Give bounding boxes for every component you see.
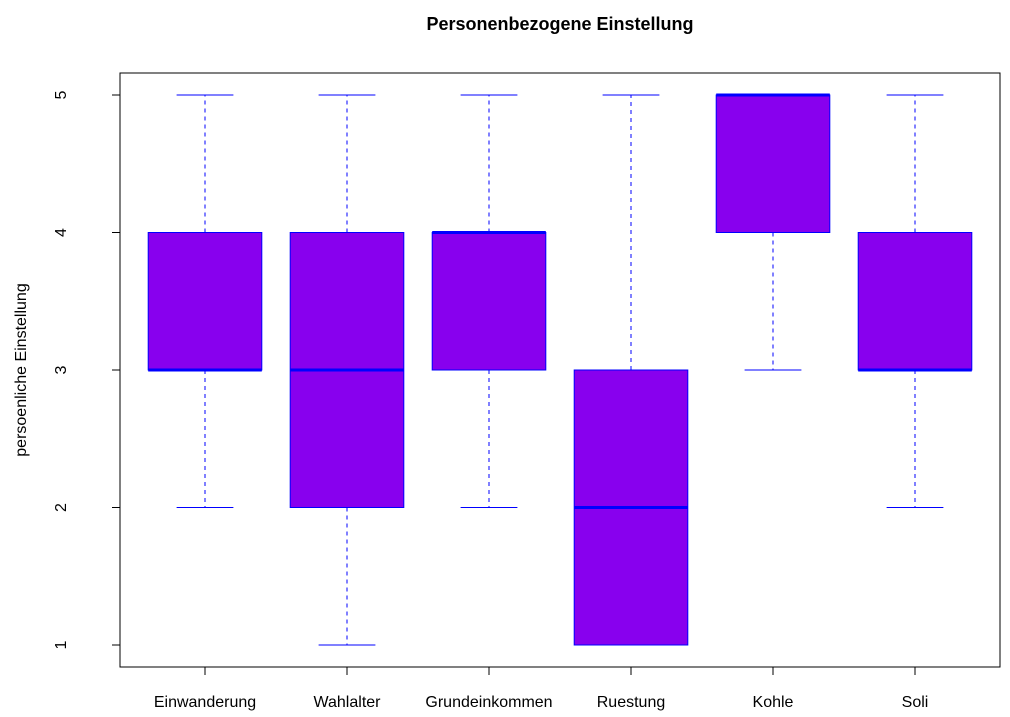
x-tick-label: Soli: [902, 694, 929, 711]
x-tick-label: Ruestung: [597, 694, 666, 711]
box: [147, 232, 263, 371]
x-tick-label: Einwanderung: [154, 694, 256, 711]
y-tick-label: 3: [53, 365, 70, 374]
y-tick-label: 4: [53, 228, 70, 237]
y-tick-label: 1: [53, 640, 70, 649]
y-tick-label: 2: [53, 503, 70, 512]
y-tick-label: 5: [53, 90, 70, 99]
x-tick-label: Grundeinkommen: [425, 694, 552, 711]
x-tick-label: Kohle: [753, 694, 794, 711]
box: [857, 232, 973, 371]
x-tick-label: Wahlalter: [314, 694, 382, 711]
y-axis-label: persoenliche Einstellung: [13, 283, 30, 456]
box: [715, 94, 831, 233]
chart-title: Personenbezogene Einstellung: [426, 14, 693, 34]
box: [431, 232, 547, 371]
